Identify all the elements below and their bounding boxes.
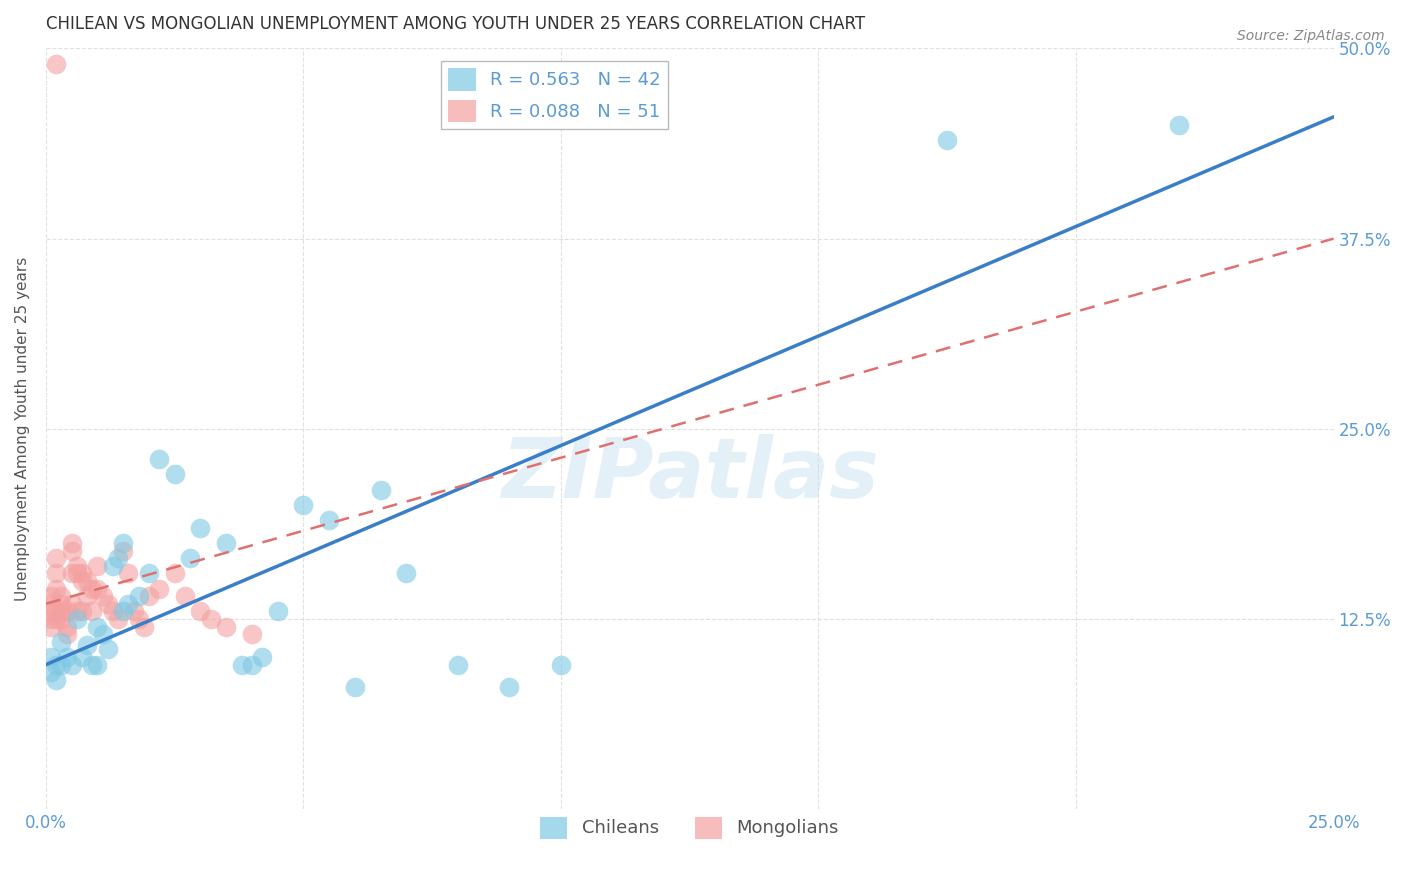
Point — [128, 589, 150, 603]
Point — [70, 604, 93, 618]
Point — [112, 543, 135, 558]
Point — [97, 642, 120, 657]
Point — [550, 657, 572, 672]
Point — [174, 589, 197, 603]
Point — [128, 612, 150, 626]
Point — [148, 582, 170, 596]
Point — [395, 566, 418, 581]
Point — [70, 566, 93, 581]
Point — [39, 604, 62, 618]
Point — [112, 536, 135, 550]
Point — [60, 597, 83, 611]
Point — [117, 566, 139, 581]
Point — [82, 657, 104, 672]
Point — [107, 551, 129, 566]
Point — [343, 681, 366, 695]
Point — [86, 657, 108, 672]
Point — [39, 597, 62, 611]
Point — [45, 582, 67, 596]
Point — [55, 604, 77, 618]
Point — [101, 558, 124, 573]
Point — [240, 657, 263, 672]
Point — [51, 634, 73, 648]
Point — [66, 612, 89, 626]
Text: Source: ZipAtlas.com: Source: ZipAtlas.com — [1237, 29, 1385, 43]
Y-axis label: Unemployment Among Youth under 25 years: Unemployment Among Youth under 25 years — [15, 257, 30, 601]
Point — [86, 582, 108, 596]
Point — [200, 612, 222, 626]
Point — [138, 566, 160, 581]
Point — [163, 566, 186, 581]
Point — [936, 133, 959, 147]
Point — [55, 619, 77, 633]
Point — [190, 604, 212, 618]
Point — [60, 543, 83, 558]
Point — [51, 604, 73, 618]
Point — [292, 498, 315, 512]
Point — [51, 589, 73, 603]
Point — [66, 566, 89, 581]
Point — [215, 619, 238, 633]
Point — [370, 483, 392, 497]
Point — [60, 657, 83, 672]
Point — [97, 597, 120, 611]
Point — [39, 665, 62, 680]
Point — [447, 657, 470, 672]
Point — [163, 467, 186, 482]
Point — [190, 521, 212, 535]
Point — [318, 513, 340, 527]
Point — [215, 536, 238, 550]
Point — [55, 627, 77, 641]
Point — [60, 566, 83, 581]
Point — [122, 604, 145, 618]
Point — [76, 589, 98, 603]
Point — [76, 574, 98, 588]
Point — [91, 589, 114, 603]
Point — [498, 681, 520, 695]
Point — [101, 604, 124, 618]
Point — [45, 604, 67, 618]
Point — [267, 604, 290, 618]
Point — [70, 574, 93, 588]
Text: ZIPatlas: ZIPatlas — [501, 434, 879, 515]
Point — [60, 536, 83, 550]
Point — [82, 582, 104, 596]
Point — [132, 619, 155, 633]
Point — [91, 627, 114, 641]
Point — [39, 589, 62, 603]
Point — [51, 657, 73, 672]
Point — [39, 619, 62, 633]
Legend: Chileans, Mongolians: Chileans, Mongolians — [533, 809, 846, 846]
Point — [112, 604, 135, 618]
Point — [39, 612, 62, 626]
Point — [70, 650, 93, 665]
Point — [1168, 118, 1191, 132]
Point — [45, 566, 67, 581]
Point — [76, 638, 98, 652]
Point — [82, 604, 104, 618]
Point — [240, 627, 263, 641]
Text: CHILEAN VS MONGOLIAN UNEMPLOYMENT AMONG YOUTH UNDER 25 YEARS CORRELATION CHART: CHILEAN VS MONGOLIAN UNEMPLOYMENT AMONG … — [46, 15, 865, 33]
Point — [138, 589, 160, 603]
Point — [148, 452, 170, 467]
Point — [45, 551, 67, 566]
Point — [86, 619, 108, 633]
Point — [117, 597, 139, 611]
Point — [39, 650, 62, 665]
Point — [45, 612, 67, 626]
Point — [252, 650, 274, 665]
Point — [179, 551, 201, 566]
Point — [55, 650, 77, 665]
Point — [45, 657, 67, 672]
Point — [51, 612, 73, 626]
Point — [107, 612, 129, 626]
Point — [66, 604, 89, 618]
Point — [231, 657, 253, 672]
Point — [51, 597, 73, 611]
Point — [45, 673, 67, 687]
Point — [45, 56, 67, 70]
Point — [86, 558, 108, 573]
Point — [66, 558, 89, 573]
